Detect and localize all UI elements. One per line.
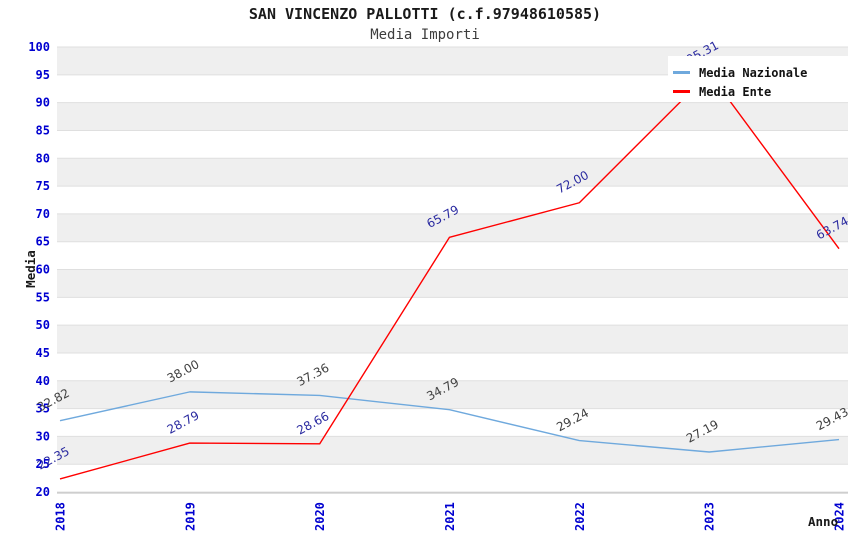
y-tick-label: 60 <box>36 263 50 277</box>
plot-band <box>57 325 848 353</box>
plot-band <box>57 380 848 409</box>
y-tick-label: 90 <box>36 96 50 110</box>
x-tick-label: 2023 <box>703 502 717 531</box>
legend-label-media-nazionale: Media Nazionale <box>699 65 808 80</box>
legend-item-media-nazionale: Media Nazionale <box>668 63 850 82</box>
chart-subtitle: Media Importi <box>370 27 480 43</box>
chart-title: SAN VINCENZO PALLOTTI (c.f.97948610585) <box>248 5 602 23</box>
plot-band <box>57 408 848 437</box>
y-tick-label: 80 <box>36 151 50 165</box>
legend: Media Nazionale Media Ente <box>668 56 850 102</box>
media-nazionale-line-swatch <box>673 71 690 74</box>
plot-band <box>57 130 848 159</box>
x-tick-label: 2020 <box>313 502 327 531</box>
plot-band <box>57 241 848 270</box>
series-line-media-nazionale <box>59 391 840 453</box>
x-tick-label: 2018 <box>54 502 68 531</box>
plot-band <box>57 464 848 492</box>
plot-band <box>57 297 848 326</box>
y-tick-label: 30 <box>36 429 50 443</box>
x-tick-label: 2024 <box>833 502 847 531</box>
y-tick-label: 65 <box>36 235 50 249</box>
plot-band <box>57 102 848 131</box>
y-tick-label: 55 <box>36 290 50 304</box>
plot-band <box>57 158 848 187</box>
y-tick-label: 70 <box>36 207 50 221</box>
x-tick-label: 2019 <box>183 502 197 531</box>
legend-label-media-ente: Media Ente <box>699 84 772 99</box>
y-tick-label: 95 <box>36 68 50 82</box>
plot-band <box>57 269 848 298</box>
x-tick-label: 2022 <box>573 502 587 531</box>
y-tick-label: 100 <box>28 40 50 54</box>
plot-band <box>57 352 848 381</box>
y-tick-label: 85 <box>36 123 50 137</box>
plot-band <box>57 436 848 465</box>
y-axis-title: Media <box>23 250 38 288</box>
y-tick-label: 25 <box>36 457 50 471</box>
y-tick-label: 35 <box>36 402 50 416</box>
y-tick-label: 75 <box>36 179 50 193</box>
y-tick-label: 40 <box>36 374 50 388</box>
media-ente-line-swatch <box>673 90 690 93</box>
x-tick-label: 2021 <box>443 502 457 531</box>
x-axis-title: Anno <box>808 514 839 529</box>
y-tick-label: 45 <box>36 346 50 360</box>
y-tick-label: 20 <box>36 485 50 499</box>
legend-item-media-ente: Media Ente <box>668 82 850 101</box>
y-tick-label: 50 <box>36 318 50 332</box>
plot-band <box>57 186 848 214</box>
